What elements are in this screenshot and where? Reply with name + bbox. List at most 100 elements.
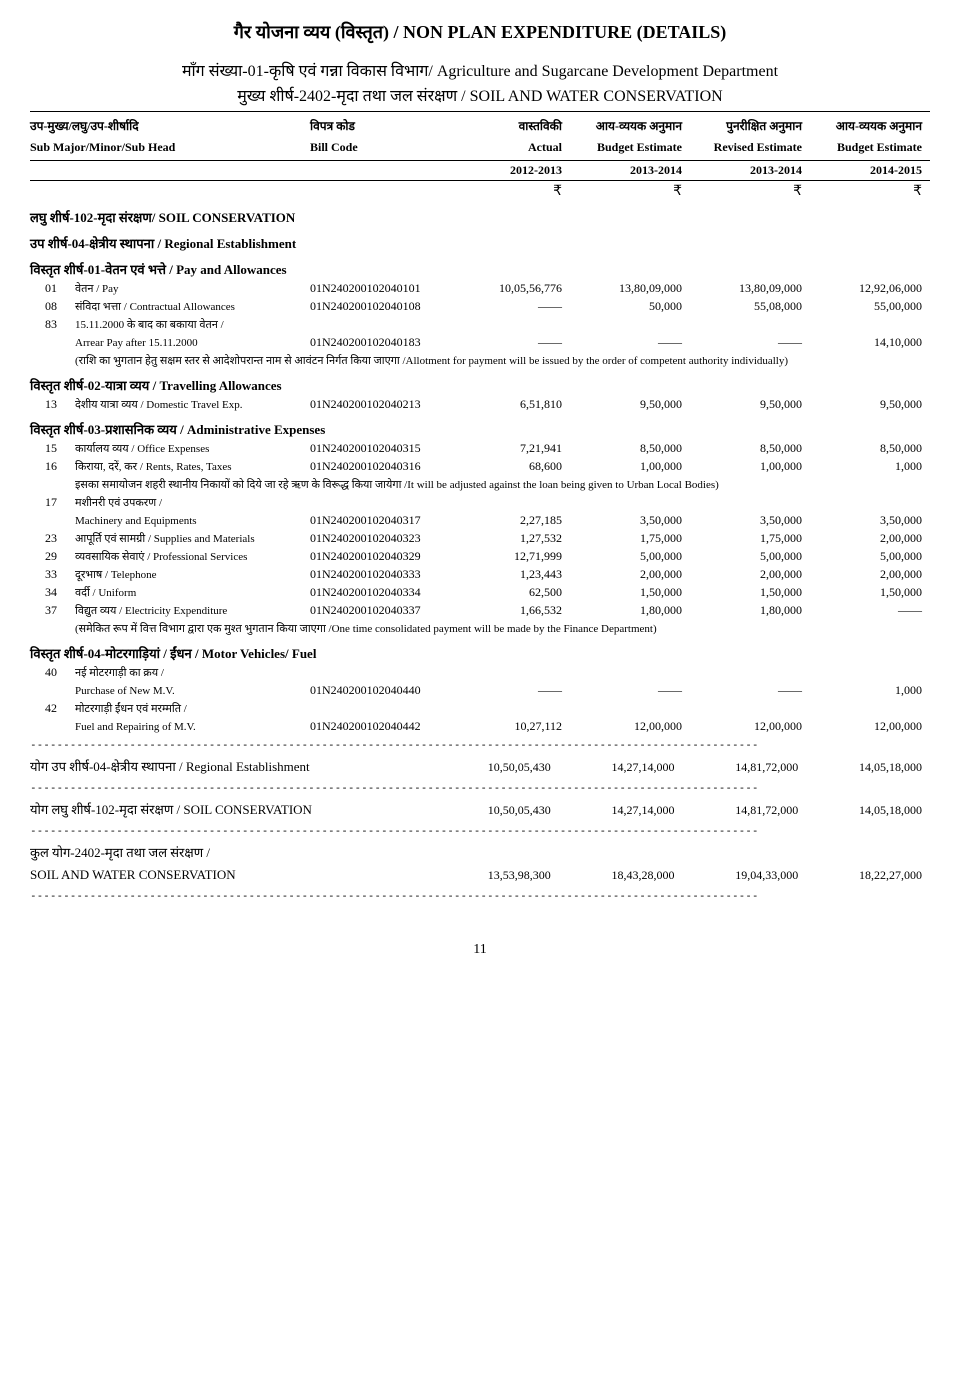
label: वेतन / Pay xyxy=(75,281,310,296)
v1: 10,50,05,430 xyxy=(435,803,559,818)
v4: 9,50,000 xyxy=(810,397,930,412)
hdr-actual-en: Actual xyxy=(450,140,570,155)
separator xyxy=(30,160,930,161)
v1: 12,71,999 xyxy=(450,549,570,564)
v4: 12,92,06,000 xyxy=(810,281,930,296)
rupee-symbol: ₹ xyxy=(570,183,690,200)
hdr-budget2-en: Budget Estimate xyxy=(810,140,930,155)
v4: —— xyxy=(810,603,930,618)
code: 16 xyxy=(30,459,75,474)
v1: —— xyxy=(450,299,570,314)
year1: 2012-2013 xyxy=(450,163,570,178)
code: 29 xyxy=(30,549,75,564)
v1: 13,53,98,300 xyxy=(435,868,559,883)
label: मोटरगाड़ी ईंधन एवं मरम्मति / xyxy=(75,701,310,716)
billcode: 01N240200102040317 xyxy=(310,513,450,528)
section-04: उप शीर्ष-04-क्षेत्रीय स्थापना / Regional… xyxy=(30,234,930,252)
year3: 2013-2014 xyxy=(690,163,810,178)
code: 13 xyxy=(30,397,75,412)
v2: 1,50,000 xyxy=(570,585,690,600)
row-42a: 42 मोटरगाड़ी ईंधन एवं मरम्मति / xyxy=(30,701,930,716)
v1: —— xyxy=(450,683,570,698)
row-42b: Fuel and Repairing of M.V. 01N2402001020… xyxy=(30,719,930,734)
v3: 55,08,000 xyxy=(690,299,810,314)
page-number: 11 xyxy=(30,942,930,958)
billcode: 01N240200102040108 xyxy=(310,299,450,314)
v3: 8,50,000 xyxy=(690,441,810,456)
dash-separator: ----------------------------------------… xyxy=(30,781,930,794)
v4: 18,22,27,000 xyxy=(806,868,930,883)
label: संविदा भत्ता / Contractual Allowances xyxy=(75,299,310,314)
v3: 1,00,000 xyxy=(690,459,810,474)
v2: 18,43,28,000 xyxy=(559,868,683,883)
v1: 2,27,185 xyxy=(450,513,570,528)
row-83b: Arrear Pay after 15.11.2000 01N240200102… xyxy=(30,335,930,350)
billcode: 01N240200102040337 xyxy=(310,603,450,618)
total-label: कुल योग-2402-मृदा तथा जल संरक्षण / xyxy=(30,843,435,861)
header-hindi: उप-मुख्य/लघु/उप-शीर्षादि विपत्र कोड वास्… xyxy=(30,114,930,137)
v4: 1,50,000 xyxy=(810,585,930,600)
label: व्यवसायिक सेवाएं / Professional Services xyxy=(75,549,310,564)
row-40b: Purchase of New M.V. 01N240200102040440 … xyxy=(30,683,930,698)
v4: 3,50,000 xyxy=(810,513,930,528)
header-english: Sub Major/Minor/Sub Head Bill Code Actua… xyxy=(30,137,930,158)
billcode: 01N240200102040440 xyxy=(310,683,450,698)
v3: 1,50,000 xyxy=(690,585,810,600)
v2: 13,80,09,000 xyxy=(570,281,690,296)
label: कार्यालय व्यय / Office Expenses xyxy=(75,441,310,456)
code: 40 xyxy=(30,665,75,680)
billcode: 01N240200102040183 xyxy=(310,335,450,350)
row-01: 01 वेतन / Pay 01N240200102040101 10,05,5… xyxy=(30,281,930,296)
v4: 2,00,000 xyxy=(810,531,930,546)
v2: 14,27,14,000 xyxy=(559,760,683,775)
total-04: योग उप शीर्ष-04-क्षेत्रीय स्थापना / Regi… xyxy=(30,757,930,775)
v1: —— xyxy=(450,335,570,350)
year2: 2013-2014 xyxy=(570,163,690,178)
dash-separator: ----------------------------------------… xyxy=(30,824,930,837)
billcode: 01N240200102040316 xyxy=(310,459,450,474)
v2: 3,50,000 xyxy=(570,513,690,528)
row-08: 08 संविदा भत्ता / Contractual Allowances… xyxy=(30,299,930,314)
v2: 50,000 xyxy=(570,299,690,314)
billcode: 01N240200102040334 xyxy=(310,585,450,600)
hdr-budget-hi: आय-व्ययक अनुमान xyxy=(570,117,690,134)
code: 17 xyxy=(30,495,75,510)
hdr-head-en: Sub Major/Minor/Sub Head xyxy=(30,140,310,155)
label: Machinery and Equipments xyxy=(75,515,310,527)
hdr-revised-en: Revised Estimate xyxy=(690,140,810,155)
section-03: विस्तृत शीर्ष-03-प्रशासनिक व्यय / Admini… xyxy=(30,420,930,438)
row-29: 29 व्यवसायिक सेवाएं / Professional Servi… xyxy=(30,549,930,564)
v1: 10,27,112 xyxy=(450,719,570,734)
code: 23 xyxy=(30,531,75,546)
v1: 6,51,810 xyxy=(450,397,570,412)
row-15: 15 कार्यालय व्यय / Office Expenses 01N24… xyxy=(30,441,930,456)
v2: 12,00,000 xyxy=(570,719,690,734)
v3: 1,80,000 xyxy=(690,603,810,618)
rupee-symbol: ₹ xyxy=(450,183,570,200)
demand-line: माँग संख्या-01-कृषि एवं गन्ना विकास विभा… xyxy=(30,59,930,81)
hdr-revised-hi: पुनरीक्षित अनुमान xyxy=(690,117,810,134)
year4: 2014-2015 xyxy=(810,163,930,178)
v4: 14,05,18,000 xyxy=(806,803,930,818)
v3: 9,50,000 xyxy=(690,397,810,412)
hdr-head-hi: उप-मुख्य/लघु/उप-शीर्षादि xyxy=(30,117,310,134)
v2: —— xyxy=(570,683,690,698)
section-01: विस्तृत शीर्ष-01-वेतन एवं भत्ते / Pay an… xyxy=(30,260,930,278)
v3: —— xyxy=(690,683,810,698)
row-37: 37 विद्युत व्यय / Electricity Expenditur… xyxy=(30,603,930,618)
v2: —— xyxy=(570,335,690,350)
billcode: 01N240200102040213 xyxy=(310,397,450,412)
total-label: योग लघु शीर्ष-102-मृदा संरक्षण / SOIL CO… xyxy=(30,800,435,818)
v4: 1,000 xyxy=(810,459,930,474)
row-23: 23 आपूर्ति एवं सामग्री / Supplies and Ma… xyxy=(30,531,930,546)
v3: 13,80,09,000 xyxy=(690,281,810,296)
billcode: 01N240200102040315 xyxy=(310,441,450,456)
v4: 1,000 xyxy=(810,683,930,698)
section-02: विस्तृत शीर्ष-02-यात्रा व्यय / Travellin… xyxy=(30,376,930,394)
note-allotment: (राशि का भुगतान हेतु सक्षम स्तर से आदेशो… xyxy=(30,353,930,368)
code: 01 xyxy=(30,281,75,296)
label: Arrear Pay after 15.11.2000 xyxy=(75,337,310,349)
v2: 1,75,000 xyxy=(570,531,690,546)
label: Fuel and Repairing of M.V. xyxy=(75,721,310,733)
total-102: योग लघु शीर्ष-102-मृदा संरक्षण / SOIL CO… xyxy=(30,800,930,818)
